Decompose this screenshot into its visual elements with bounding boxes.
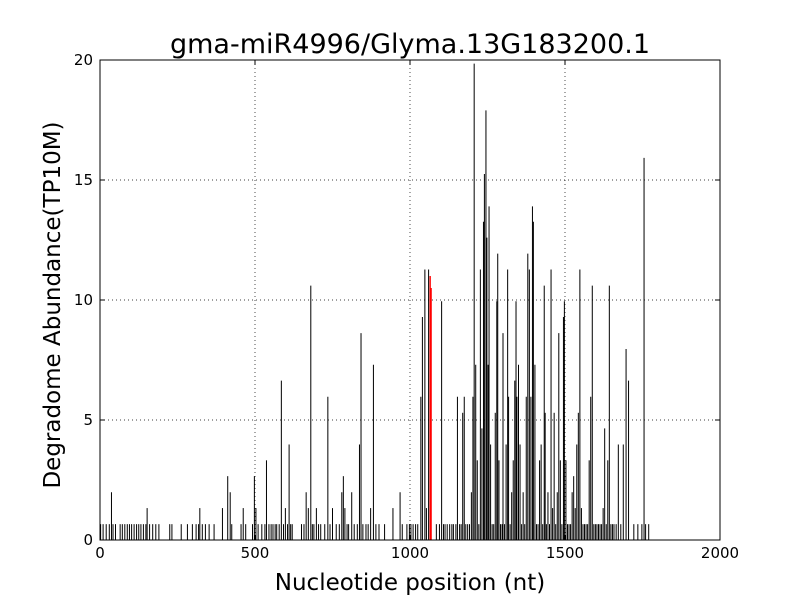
chart-title: gma-miR4996/Glyma.13G183200.1	[170, 29, 650, 60]
x-tick-label: 1000	[391, 544, 429, 562]
y-tick-label: 10	[74, 291, 93, 309]
y-axis-label: Degradome Abundance(TP10M)	[40, 121, 66, 488]
x-axis-ticks: 0 500 1000 1500 2000	[95, 60, 739, 562]
y-tick-label: 5	[83, 411, 93, 429]
grid-lines	[100, 60, 720, 540]
y-tick-label: 20	[74, 51, 93, 69]
x-tick-label: 0	[95, 544, 105, 562]
x-tick-label: 500	[241, 544, 270, 562]
y-tick-label: 0	[83, 531, 93, 549]
x-tick-label: 2000	[701, 544, 739, 562]
highlight-series	[429, 276, 432, 540]
bar-series	[100, 63, 650, 540]
y-tick-label: 15	[74, 171, 93, 189]
x-axis-label: Nucleotide position (nt)	[275, 570, 545, 596]
x-tick-label: 1500	[546, 544, 584, 562]
y-axis-ticks: 0 5 10 15 20	[74, 51, 720, 549]
